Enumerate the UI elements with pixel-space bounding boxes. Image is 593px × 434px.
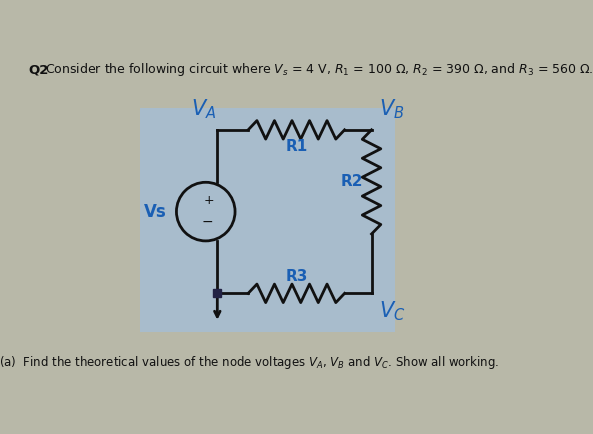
Text: Q2: Q2	[28, 63, 49, 76]
Text: +: +	[203, 194, 214, 207]
Text: $V_A$: $V_A$	[191, 97, 216, 121]
Text: Vs: Vs	[144, 203, 167, 220]
Text: $V_B$: $V_B$	[380, 97, 404, 121]
Text: R3: R3	[285, 269, 308, 284]
Text: (a)  Find the theoretical values of the node voltages $V_A$, $V_B$ and $V_C$. Sh: (a) Find the theoretical values of the n…	[0, 354, 499, 371]
Text: −: −	[202, 215, 213, 229]
Text: R1: R1	[285, 139, 308, 155]
Bar	[140, 108, 395, 332]
Text: Consider the following circuit where $V_s$ = 4 V, $R_1$ = 100 Ω, $R_2$ = 390 Ω, : Consider the following circuit where $V_…	[45, 61, 593, 78]
Text: R2: R2	[340, 174, 363, 189]
Text: $V_C$: $V_C$	[380, 299, 406, 323]
